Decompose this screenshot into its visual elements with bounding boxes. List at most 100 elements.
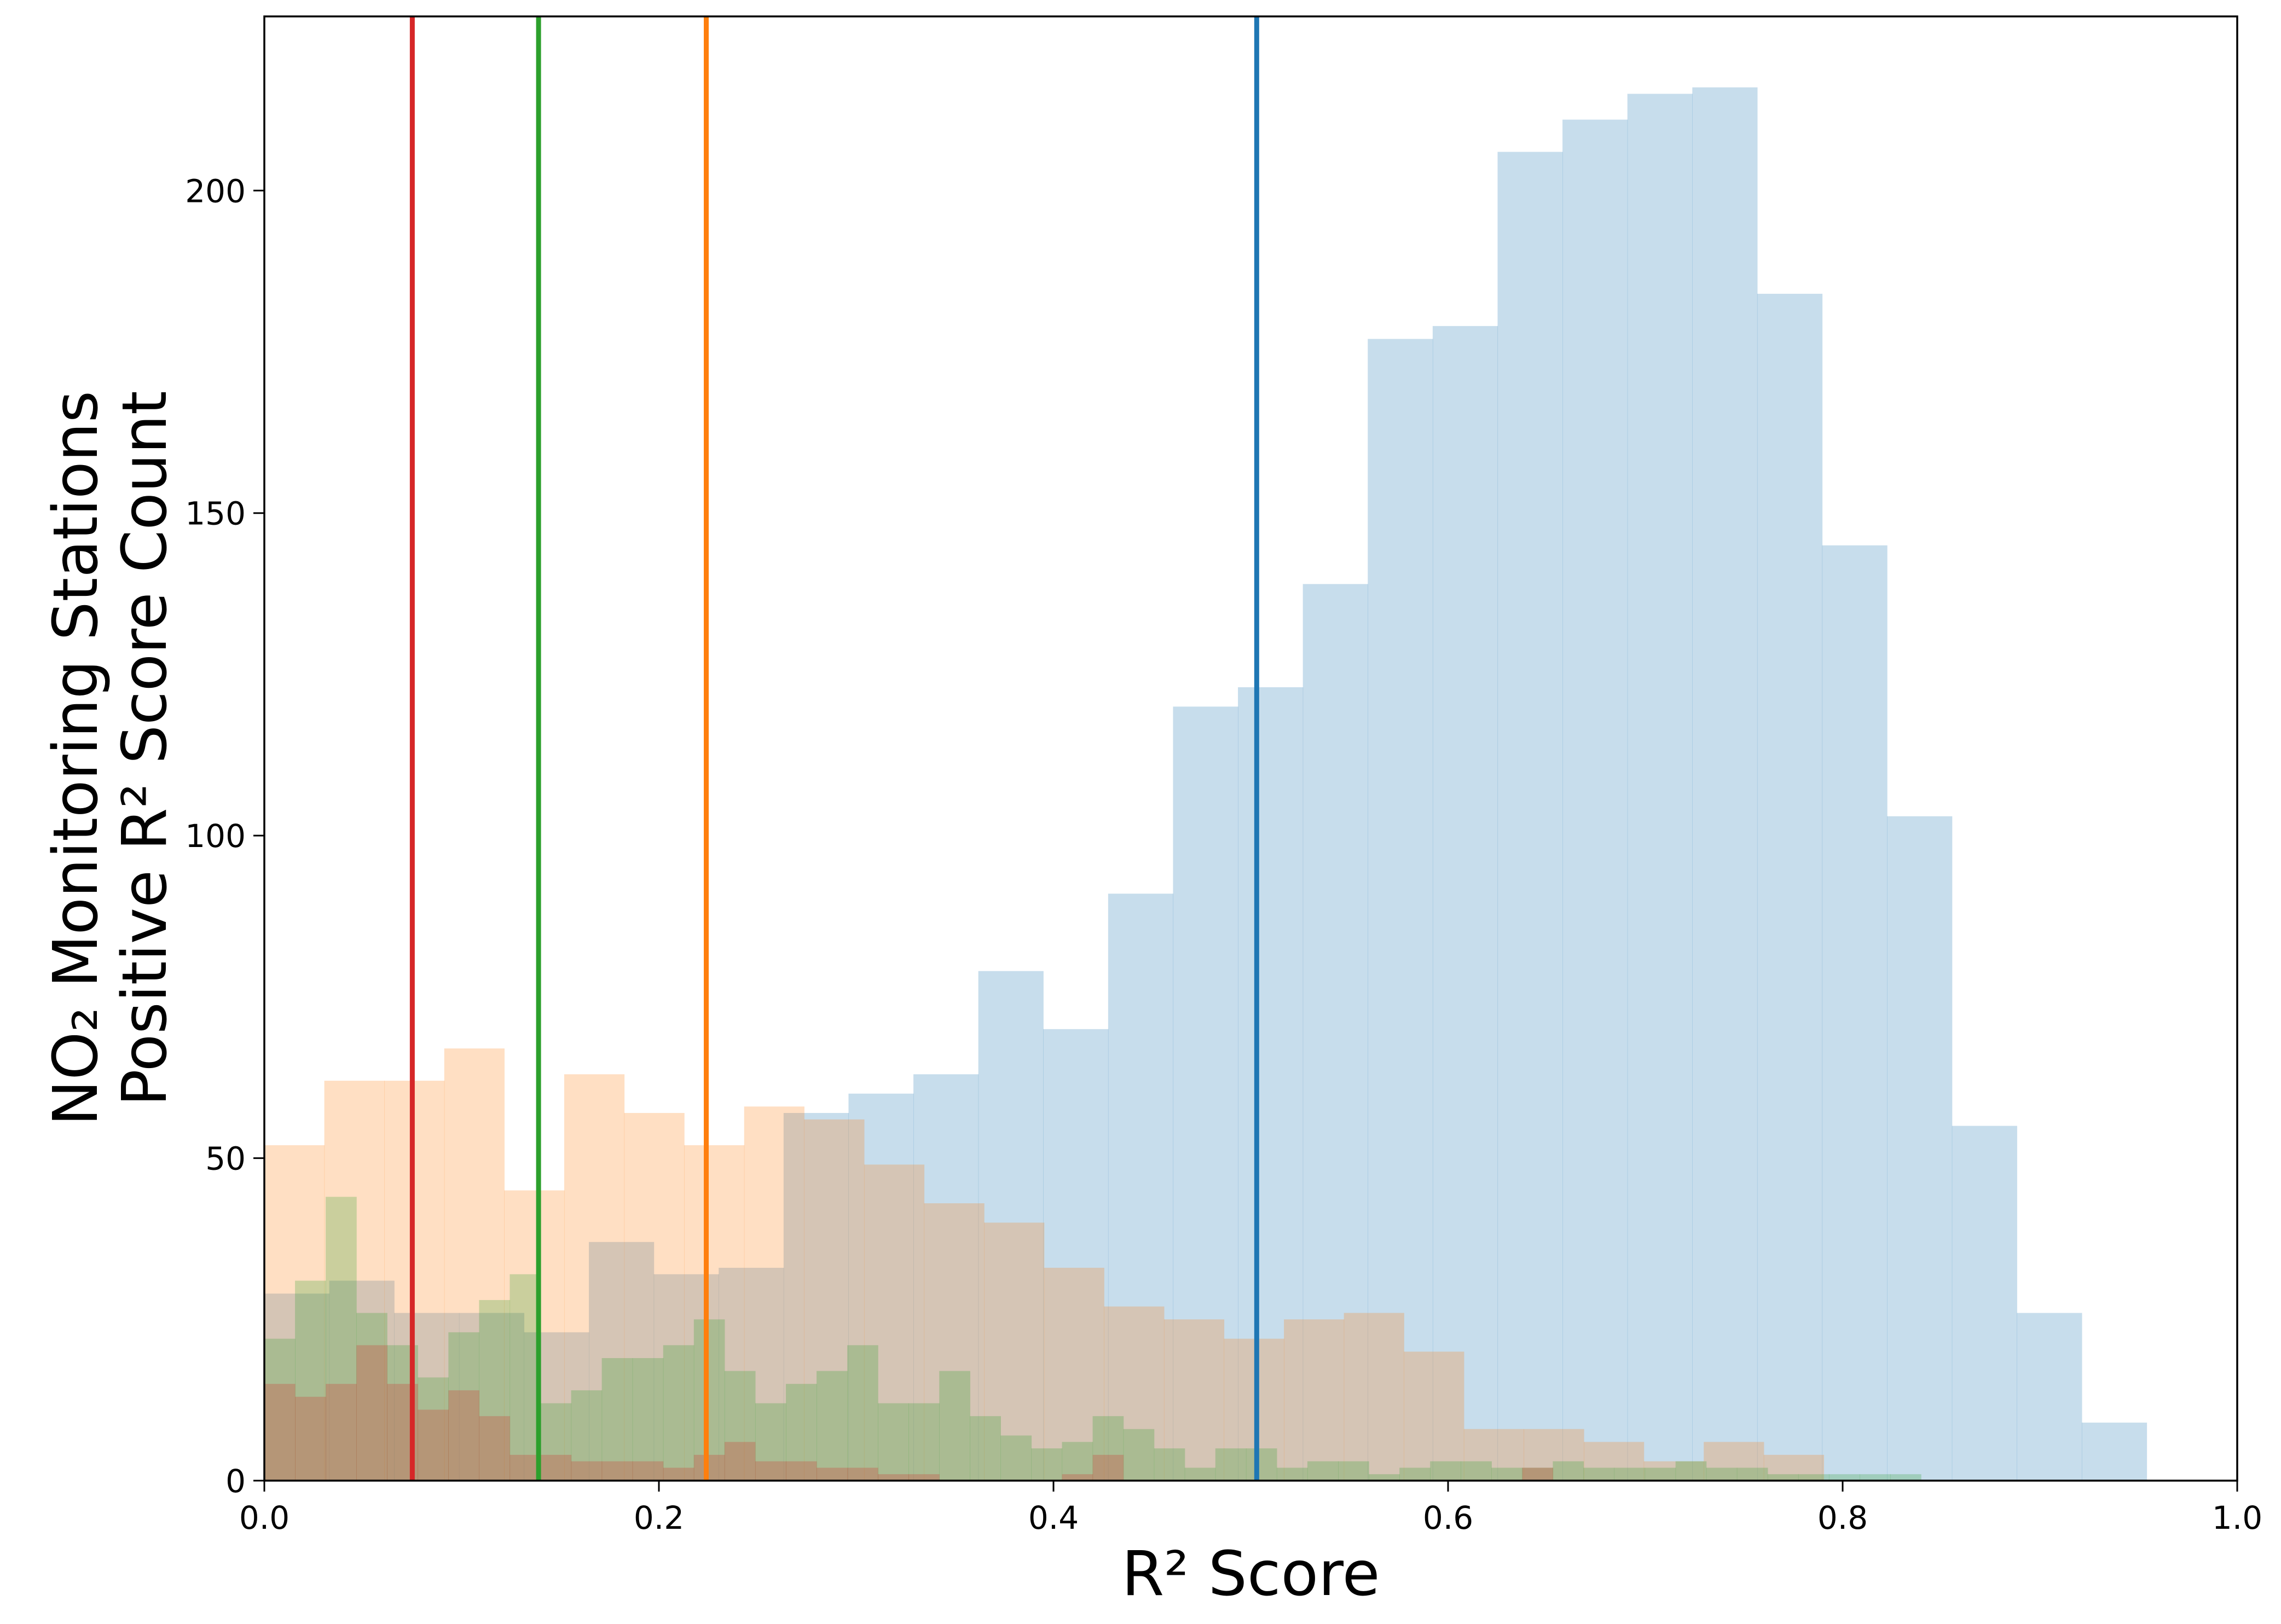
histogram-bar-series-3-bin-30 xyxy=(1154,1448,1185,1481)
histogram-bar-series-4-bin-1 xyxy=(264,1384,296,1481)
histogram-bar-series-3-bin-38 xyxy=(1399,1468,1431,1481)
histogram-bar-series-1-bin-8 xyxy=(719,1267,784,1481)
histogram-bar-series-3-bin-35 xyxy=(1307,1461,1339,1481)
histogram-bar-series-3-bin-32 xyxy=(1215,1448,1247,1481)
histogram-bar-series-3-bin-24 xyxy=(970,1416,1001,1481)
histogram-bar-series-2-bin-10 xyxy=(804,1119,865,1481)
histogram-bar-series-1-bin-20 xyxy=(1497,152,1563,1481)
histogram-bar-series-4-bin-15 xyxy=(693,1454,725,1481)
histogram-bar-series-2-bin-17 xyxy=(1224,1338,1284,1481)
histogram-bar-series-3-bin-46 xyxy=(1645,1468,1676,1481)
histogram-bar-series-3-bin-20 xyxy=(847,1345,878,1481)
histogram-bar-series-3-bin-12 xyxy=(601,1358,633,1481)
histogram-bar-series-1-bin-2 xyxy=(329,1280,395,1481)
histogram-bar-series-1-bin-18 xyxy=(1368,339,1433,1481)
x-tick-label: 0.2 xyxy=(634,1499,684,1536)
histogram-bar-series-3-bin-48 xyxy=(1706,1468,1738,1481)
histogram-bar-series-1-bin-10 xyxy=(848,1093,914,1481)
histogram-bar-series-4-bin-13 xyxy=(632,1461,664,1481)
histogram-bar-series-2-bin-1 xyxy=(264,1145,325,1481)
histogram-bar-series-1-bin-25 xyxy=(1822,545,1888,1481)
x-tick-label: 0.4 xyxy=(1028,1499,1079,1536)
histogram-bar-series-1-bin-9 xyxy=(783,1113,849,1481)
histogram-bar-series-1-bin-23 xyxy=(1692,87,1758,1481)
histogram-bar-series-3-bin-14 xyxy=(663,1345,694,1481)
histogram-bar-series-2-bin-4 xyxy=(444,1048,505,1481)
histogram-bar-series-2-bin-25 xyxy=(1704,1442,1764,1481)
histogram-bar-series-3-bin-2 xyxy=(295,1280,326,1481)
histogram-bar-series-1-bin-12 xyxy=(978,971,1044,1481)
histogram-bar-series-2-bin-15 xyxy=(1104,1306,1165,1481)
histogram-bar-series-4-bin-9 xyxy=(510,1454,541,1481)
histogram-bar-series-2-bin-19 xyxy=(1344,1313,1404,1481)
y-tick-label: 150 xyxy=(185,495,246,532)
histogram-bar-series-3-bin-10 xyxy=(540,1403,572,1481)
histogram-bar-series-3-bin-31 xyxy=(1184,1468,1216,1481)
histogram-bar-series-3-bin-49 xyxy=(1736,1468,1768,1481)
histogram-bar-series-1-bin-26 xyxy=(1887,816,1953,1481)
histogram-bar-series-3-bin-39 xyxy=(1430,1461,1461,1481)
histogram-bar-series-1-bin-24 xyxy=(1757,293,1823,1481)
histogram-bar-series-3-bin-44 xyxy=(1583,1468,1615,1481)
histogram-bar-series-4-bin-19 xyxy=(817,1468,848,1481)
y-axis-label: NO₂ Monitoring Stations Positive R² Scor… xyxy=(40,371,181,1126)
histogram-bars xyxy=(264,87,2147,1481)
histogram-bar-series-3-bin-28 xyxy=(1092,1416,1124,1481)
histogram-bar-series-3-bin-45 xyxy=(1614,1468,1646,1481)
histogram-bar-series-4-bin-4 xyxy=(356,1345,387,1481)
histogram-bar-series-2-bin-11 xyxy=(864,1164,925,1481)
histogram-bar-series-3-bin-54 xyxy=(1890,1474,1921,1481)
histogram-bar-series-3-bin-8 xyxy=(479,1300,511,1481)
histogram-bar-series-3-bin-25 xyxy=(1000,1435,1032,1481)
histogram-bar-series-4-bin-3 xyxy=(326,1384,357,1481)
histogram-bar-series-4-bin-28 xyxy=(1092,1454,1124,1481)
histogram-bar-series-1-bin-6 xyxy=(589,1242,655,1481)
histogram-bar-series-3-bin-36 xyxy=(1338,1461,1369,1481)
histogram-bar-series-3-bin-33 xyxy=(1246,1448,1277,1481)
histogram-bar-series-2-bin-22 xyxy=(1524,1429,1584,1481)
y-tick-label: 0 xyxy=(225,1463,246,1500)
histogram-bar-series-1-bin-1 xyxy=(264,1294,330,1481)
histogram-bar-series-3-bin-16 xyxy=(724,1371,756,1481)
histogram-bar-series-3-bin-34 xyxy=(1276,1468,1308,1481)
histogram-bar-series-4-bin-12 xyxy=(601,1461,633,1481)
histogram-bar-series-3-bin-52 xyxy=(1828,1474,1860,1481)
histogram-bar-series-3-bin-51 xyxy=(1798,1474,1830,1481)
histogram-bar-series-3-bin-50 xyxy=(1767,1474,1799,1481)
histogram-bar-series-4-bin-11 xyxy=(571,1461,603,1481)
histogram-bar-series-4-bin-21 xyxy=(878,1474,909,1481)
histogram-bar-series-4-bin-16 xyxy=(724,1442,756,1481)
histogram-bar-series-3-bin-22 xyxy=(908,1403,940,1481)
histogram-bar-series-4-bin-10 xyxy=(540,1454,572,1481)
histogram-bar-series-2-bin-9 xyxy=(744,1106,804,1481)
histogram-bar-series-3-bin-43 xyxy=(1553,1461,1584,1481)
histogram-bar-series-3-bin-23 xyxy=(939,1371,970,1481)
histogram-bar-series-3-bin-15 xyxy=(693,1319,725,1481)
histogram-bar-series-3-bin-27 xyxy=(1062,1442,1093,1481)
histogram-bar-series-1-bin-22 xyxy=(1627,94,1693,1481)
histogram-bar-series-3-bin-53 xyxy=(1860,1474,1891,1481)
y-tick-label: 50 xyxy=(205,1140,246,1178)
histogram-bar-series-3-bin-26 xyxy=(1031,1448,1063,1481)
histogram-bar-series-2-bin-12 xyxy=(924,1203,985,1481)
histogram-bar-series-2-bin-16 xyxy=(1163,1319,1225,1481)
plot-frame xyxy=(263,15,2238,1482)
histogram-bar-series-1-bin-16 xyxy=(1238,687,1304,1481)
histogram-bar-series-4-bin-42 xyxy=(1522,1468,1554,1481)
histogram-bar-series-3-bin-41 xyxy=(1491,1468,1522,1481)
histogram-bar-series-4-bin-22 xyxy=(908,1474,940,1481)
y-axis-label-line-2: Positive R² Score Count xyxy=(109,391,181,1106)
histogram-bar-series-2-bin-26 xyxy=(1763,1454,1824,1481)
histogram-bar-series-4-bin-2 xyxy=(295,1396,326,1481)
histogram-bar-series-3-bin-4 xyxy=(356,1313,387,1481)
histogram-bar-series-3-bin-7 xyxy=(448,1332,480,1481)
x-tick-label: 1.0 xyxy=(2212,1499,2262,1536)
histogram-bar-series-3-bin-11 xyxy=(571,1390,603,1481)
histogram-bar-series-3-bin-13 xyxy=(632,1358,664,1481)
histogram-bar-series-2-bin-5 xyxy=(504,1190,565,1481)
histogram-bar-series-1-bin-28 xyxy=(2017,1313,2082,1481)
histogram-bar-series-4-bin-20 xyxy=(847,1468,878,1481)
histogram-bar-series-1-bin-11 xyxy=(913,1074,979,1481)
